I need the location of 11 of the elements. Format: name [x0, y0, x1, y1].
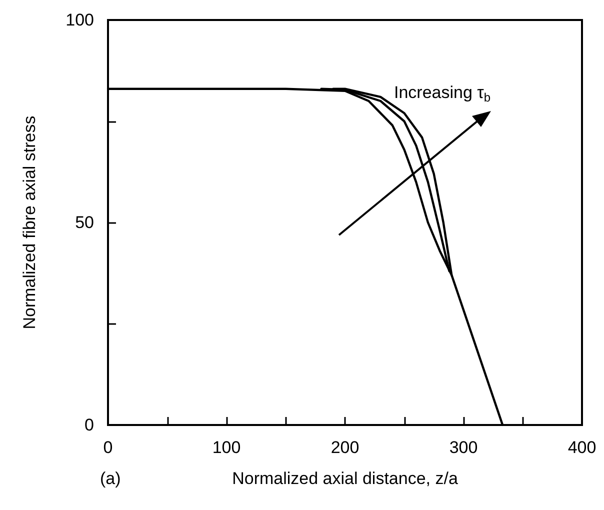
- x-tick-label: 0: [103, 438, 113, 457]
- text: (a): [100, 469, 121, 488]
- y-tick-label: 100: [66, 10, 94, 30]
- x-axis-title: Normalized axial distance, z/a: [232, 469, 458, 488]
- x-tick-label: 100: [212, 438, 241, 457]
- y-tick-label: 50: [75, 213, 94, 232]
- y-tick-label: 0: [84, 416, 94, 434]
- x-tick-label: 400: [568, 438, 596, 457]
- x-tick-label: 200: [330, 438, 360, 457]
- x-tick-label: 300: [449, 438, 478, 457]
- y-axis-title: Normalized fibre axial stress: [20, 116, 39, 330]
